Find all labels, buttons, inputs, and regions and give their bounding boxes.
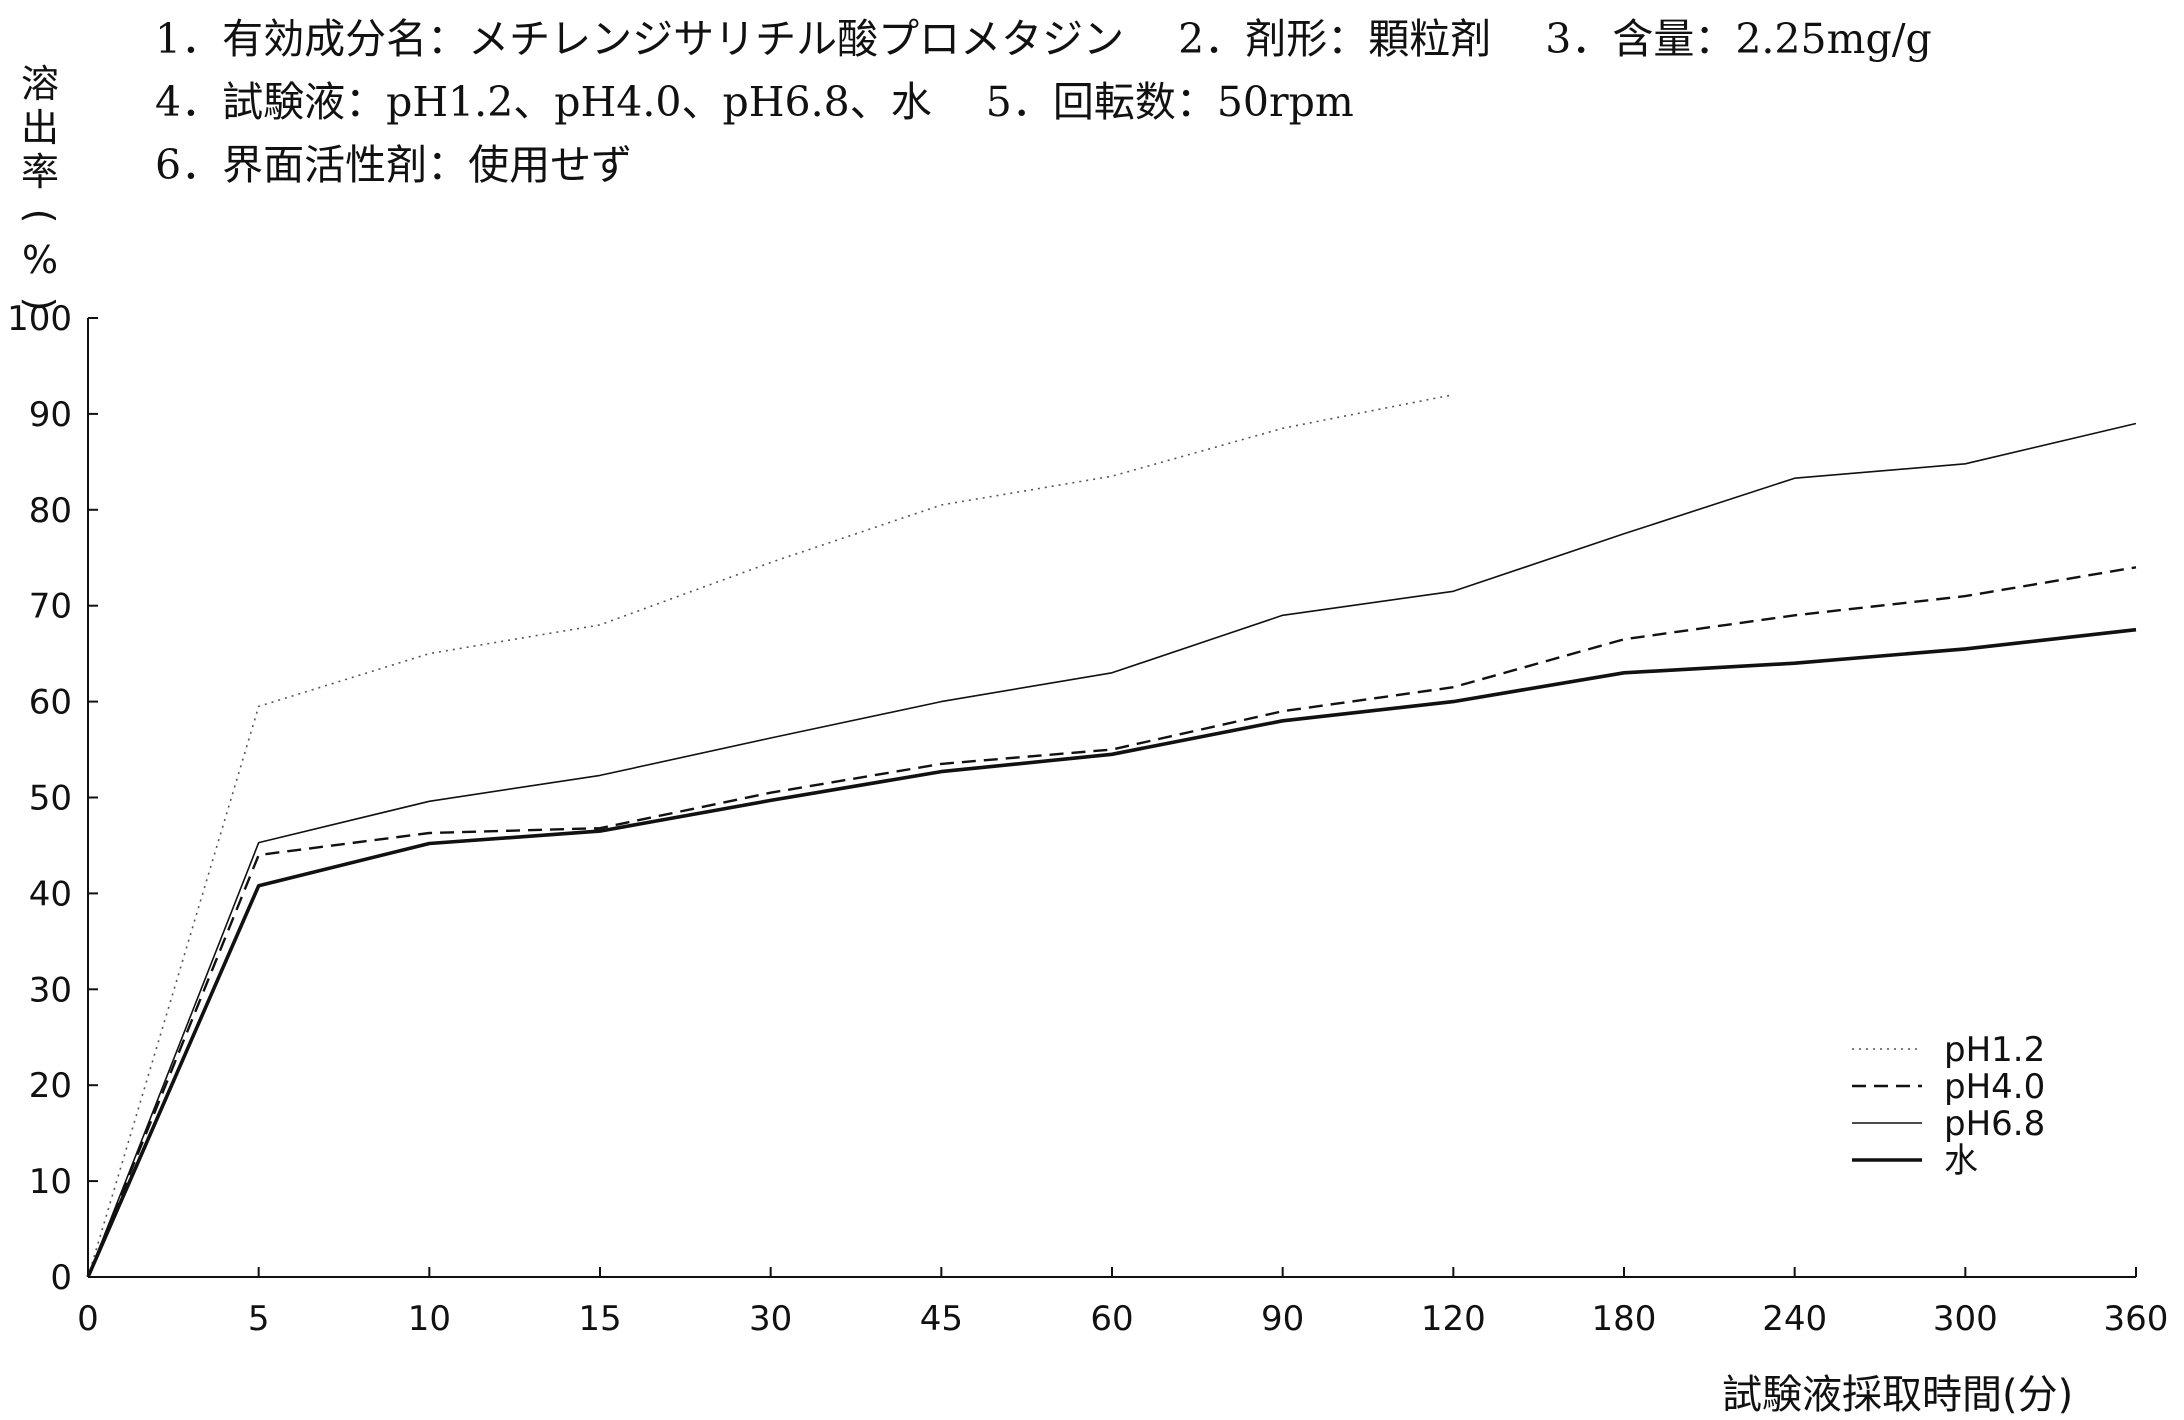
y-axis-label-char: 溶: [20, 62, 59, 106]
y-tick-label: 50: [29, 779, 72, 819]
x-tick-label: 30: [749, 1299, 792, 1339]
y-tick-label: 40: [29, 874, 72, 914]
x-tick-label: 5: [248, 1299, 270, 1339]
chart-axes: 0 10 20 30 40 50 60 70 80 90 100 0 5 10 15 30 45 60 90 120 1…: [7, 299, 2168, 1339]
legend-label: pH6.8: [1944, 1104, 2045, 1144]
chart-series: [86, 393, 2137, 1278]
header-line-2: 4．試験液：pH1.2、pH4.0、pH6.8、水 5．回転数：50rpm: [155, 78, 1354, 126]
y-tick-label: 100: [7, 299, 72, 339]
x-tick-label: 15: [578, 1299, 621, 1339]
y-axis-label-char: 出: [20, 106, 59, 150]
y-tick-label: 70: [29, 587, 72, 627]
y-tick-label: 0: [50, 1258, 72, 1298]
series-line-1: [86, 566, 2137, 1278]
x-tick-label: 120: [1421, 1299, 1486, 1339]
x-tick-label: 60: [1090, 1299, 1133, 1339]
y-tick-label: 10: [29, 1162, 72, 1202]
y-axis-label-char: 率: [20, 150, 59, 194]
y-tick-label: 20: [29, 1066, 72, 1106]
header-line-3: 6．界面活性剤：使用せず: [155, 141, 633, 189]
header-line-1: 1．有効成分名：メチレンジサリチル酸プロメタジン 2．剤形：顆粒剤 3．含量：2…: [155, 15, 1932, 63]
x-tick-label: 90: [1261, 1299, 1304, 1339]
x-tick-label: 45: [920, 1299, 963, 1339]
series-line-0: [87, 393, 1454, 1278]
y-tick-label: 30: [29, 970, 72, 1010]
x-axis-label: 試験液採取時間(分): [1722, 1372, 2074, 1418]
series-line-2: [87, 422, 2137, 1278]
x-tick-label: 300: [1933, 1299, 1998, 1339]
y-tick-label: 60: [29, 683, 72, 723]
chart-header: 1．有効成分名：メチレンジサリチル酸プロメタジン 2．剤形：顆粒剤 3．含量：2…: [155, 8, 1932, 197]
y-tick-label: 80: [29, 491, 72, 531]
series-line-3: [86, 627, 2137, 1278]
x-tick-label: 180: [1592, 1299, 1657, 1339]
x-tick-label: 0: [77, 1299, 99, 1339]
legend-label: pH4.0: [1944, 1067, 2045, 1107]
x-tick-label: 240: [1762, 1299, 1827, 1339]
y-axis-label: 溶 出 率 ( % ): [14, 62, 66, 326]
x-tick-label: 10: [408, 1299, 451, 1339]
y-tick-label: 90: [29, 395, 72, 435]
legend-label: pH1.2: [1944, 1030, 2045, 1070]
y-axis-label-char: %: [21, 238, 59, 282]
legend-label: 水: [1944, 1141, 1978, 1181]
x-tick-label: 360: [2104, 1299, 2169, 1339]
